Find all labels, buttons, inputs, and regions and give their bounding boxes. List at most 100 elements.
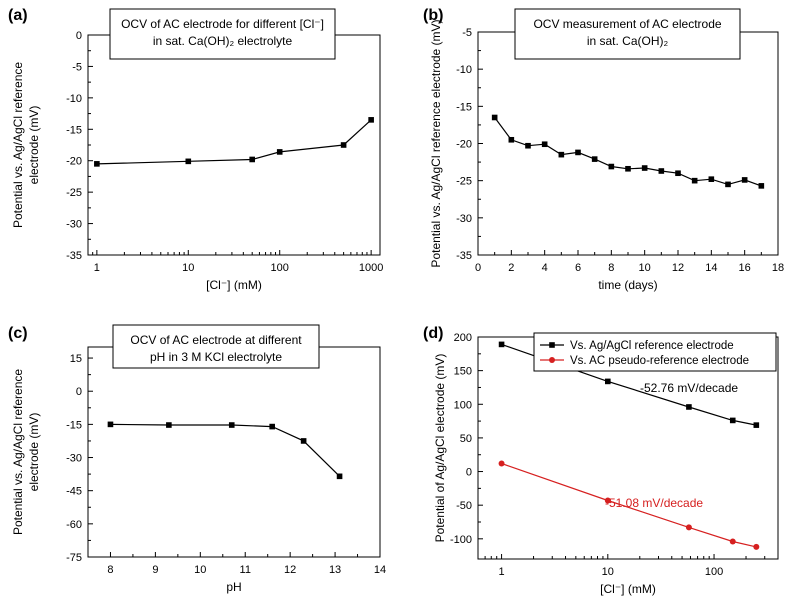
y-tick-label: 150 <box>454 366 472 378</box>
data-point <box>758 183 765 189</box>
data-point <box>249 156 255 163</box>
chart-title-box <box>109 8 336 60</box>
x-tick-label: 10 <box>182 262 194 274</box>
data-point <box>741 177 748 183</box>
data-point <box>729 417 736 424</box>
data-point <box>228 422 235 428</box>
y-tick-label: -20 <box>66 156 82 168</box>
y-tick-label: -5 <box>72 61 82 73</box>
data-point <box>591 156 598 162</box>
chart-title-box <box>514 8 741 60</box>
x-tick-label: 10 <box>194 564 206 576</box>
y-tick-label: -35 <box>456 250 472 262</box>
series-line-b-0 <box>494 117 762 187</box>
data-point <box>491 114 498 121</box>
x-tick-label: 9 <box>152 564 158 576</box>
data-point <box>608 163 615 170</box>
x-tick-label: 13 <box>329 564 341 576</box>
chart-title-line: pH in 3 M KCl electrolyte <box>150 350 282 364</box>
y-tick-label: 0 <box>466 467 472 479</box>
x-tick-label: 100 <box>271 262 289 274</box>
x-tick-label: 1 <box>94 262 100 274</box>
data-point <box>604 497 611 504</box>
data-point <box>166 422 172 428</box>
y-tick-label: -30 <box>456 213 472 225</box>
data-point <box>525 142 531 149</box>
x-tick-label: 4 <box>542 262 548 274</box>
chart-panel-d: (d) -100 -50 0 50 100 150 200 1 10 100 [Cl⁻] (mM) Po… <box>423 325 779 596</box>
data-point <box>336 473 343 480</box>
y-tick-label: -75 <box>66 552 82 564</box>
data-point <box>185 158 192 165</box>
data-point <box>685 524 692 531</box>
x-tick-label: 100 <box>705 566 723 578</box>
data-point <box>675 170 681 177</box>
y-tick-label: -35 <box>66 250 82 262</box>
y-tick-label: -15 <box>456 101 472 113</box>
x-axis-label: [Cl⁻] (mM) <box>600 582 656 596</box>
x-tick-label: 12 <box>284 564 296 576</box>
x-tick-label: 1 <box>499 566 505 578</box>
y-tick-label: 50 <box>460 433 472 445</box>
data-point <box>558 151 565 158</box>
y-tick-label: 100 <box>454 399 472 411</box>
chart-title-box <box>112 324 320 369</box>
y-tick-label: 0 <box>76 386 82 398</box>
x-axis-label: [Cl⁻] (mM) <box>206 278 262 292</box>
y-tick-label: -30 <box>66 219 82 231</box>
data-point <box>541 141 548 148</box>
slope-annotation: -52.76 mV/decade <box>640 381 738 395</box>
data-point <box>508 136 515 143</box>
data-point <box>725 181 731 188</box>
slope-annotation: -51.08 mV/decade <box>605 496 703 510</box>
data-point <box>686 404 692 410</box>
y-axis-label: Potential vs. Ag/AgCl reference electrod… <box>429 19 443 267</box>
x-tick-label: 12 <box>672 262 684 274</box>
data-point <box>300 438 307 444</box>
y-tick-label: -50 <box>456 500 472 512</box>
data-point <box>269 423 275 430</box>
y-tick-label: -45 <box>66 486 82 498</box>
y-tick-label: -100 <box>450 534 472 546</box>
chart-title-line: in sat. Ca(OH)₂ electrolyte <box>153 34 293 48</box>
x-tick-label: 10 <box>602 566 614 578</box>
panel-label: (d) <box>423 325 443 342</box>
y-axis-label: electrode (mV) <box>27 106 41 185</box>
panel-label: (a) <box>8 7 28 24</box>
x-tick-label: 11 <box>240 564 251 576</box>
legend-marker <box>549 357 555 363</box>
y-axis-label: electrode (mV) <box>27 413 41 492</box>
chart-panel-b: (b) -35 -30 -25 -20 -15 -10 -5 0 2 4 6 8 10 12 14 16 18 ti… <box>423 7 784 292</box>
y-tick-label: 0 <box>76 30 82 42</box>
y-tick-label: -5 <box>462 27 472 39</box>
panel-label: (c) <box>8 325 28 342</box>
x-axis-label: pH <box>226 580 241 594</box>
x-tick-label: 6 <box>575 262 581 274</box>
data-point <box>94 161 100 167</box>
y-tick-label: -60 <box>66 519 82 531</box>
y-tick-label: 200 <box>454 332 472 344</box>
data-point <box>605 378 611 385</box>
legend-marker <box>549 342 555 348</box>
chart-panel-a: (a) -35 -30 -25 -20 -15 -10 -5 0 1 10 100 1000 [Cl⁻] … <box>8 7 383 292</box>
data-point <box>625 165 631 172</box>
series-line-c-0 <box>110 423 341 477</box>
y-tick-label: 15 <box>70 353 82 365</box>
x-tick-label: 14 <box>705 262 717 274</box>
data-point <box>753 422 760 428</box>
chart-title-line: OCV of AC electrode for different [Cl⁻] <box>121 17 324 31</box>
data-point <box>753 543 760 550</box>
legend-box <box>533 332 777 372</box>
x-tick-label: 18 <box>772 262 784 274</box>
data-point <box>708 176 715 182</box>
y-tick-label: -20 <box>456 139 472 151</box>
data-point <box>368 117 374 123</box>
x-tick-label: 14 <box>374 564 386 576</box>
data-point <box>729 538 736 545</box>
x-tick-label: 2 <box>508 262 514 274</box>
data-point <box>276 149 283 155</box>
data-point <box>691 177 698 184</box>
series-line-a-0 <box>96 119 372 165</box>
plot-frame <box>87 346 381 558</box>
chart-title-line: OCV of AC electrode at different <box>130 333 302 347</box>
